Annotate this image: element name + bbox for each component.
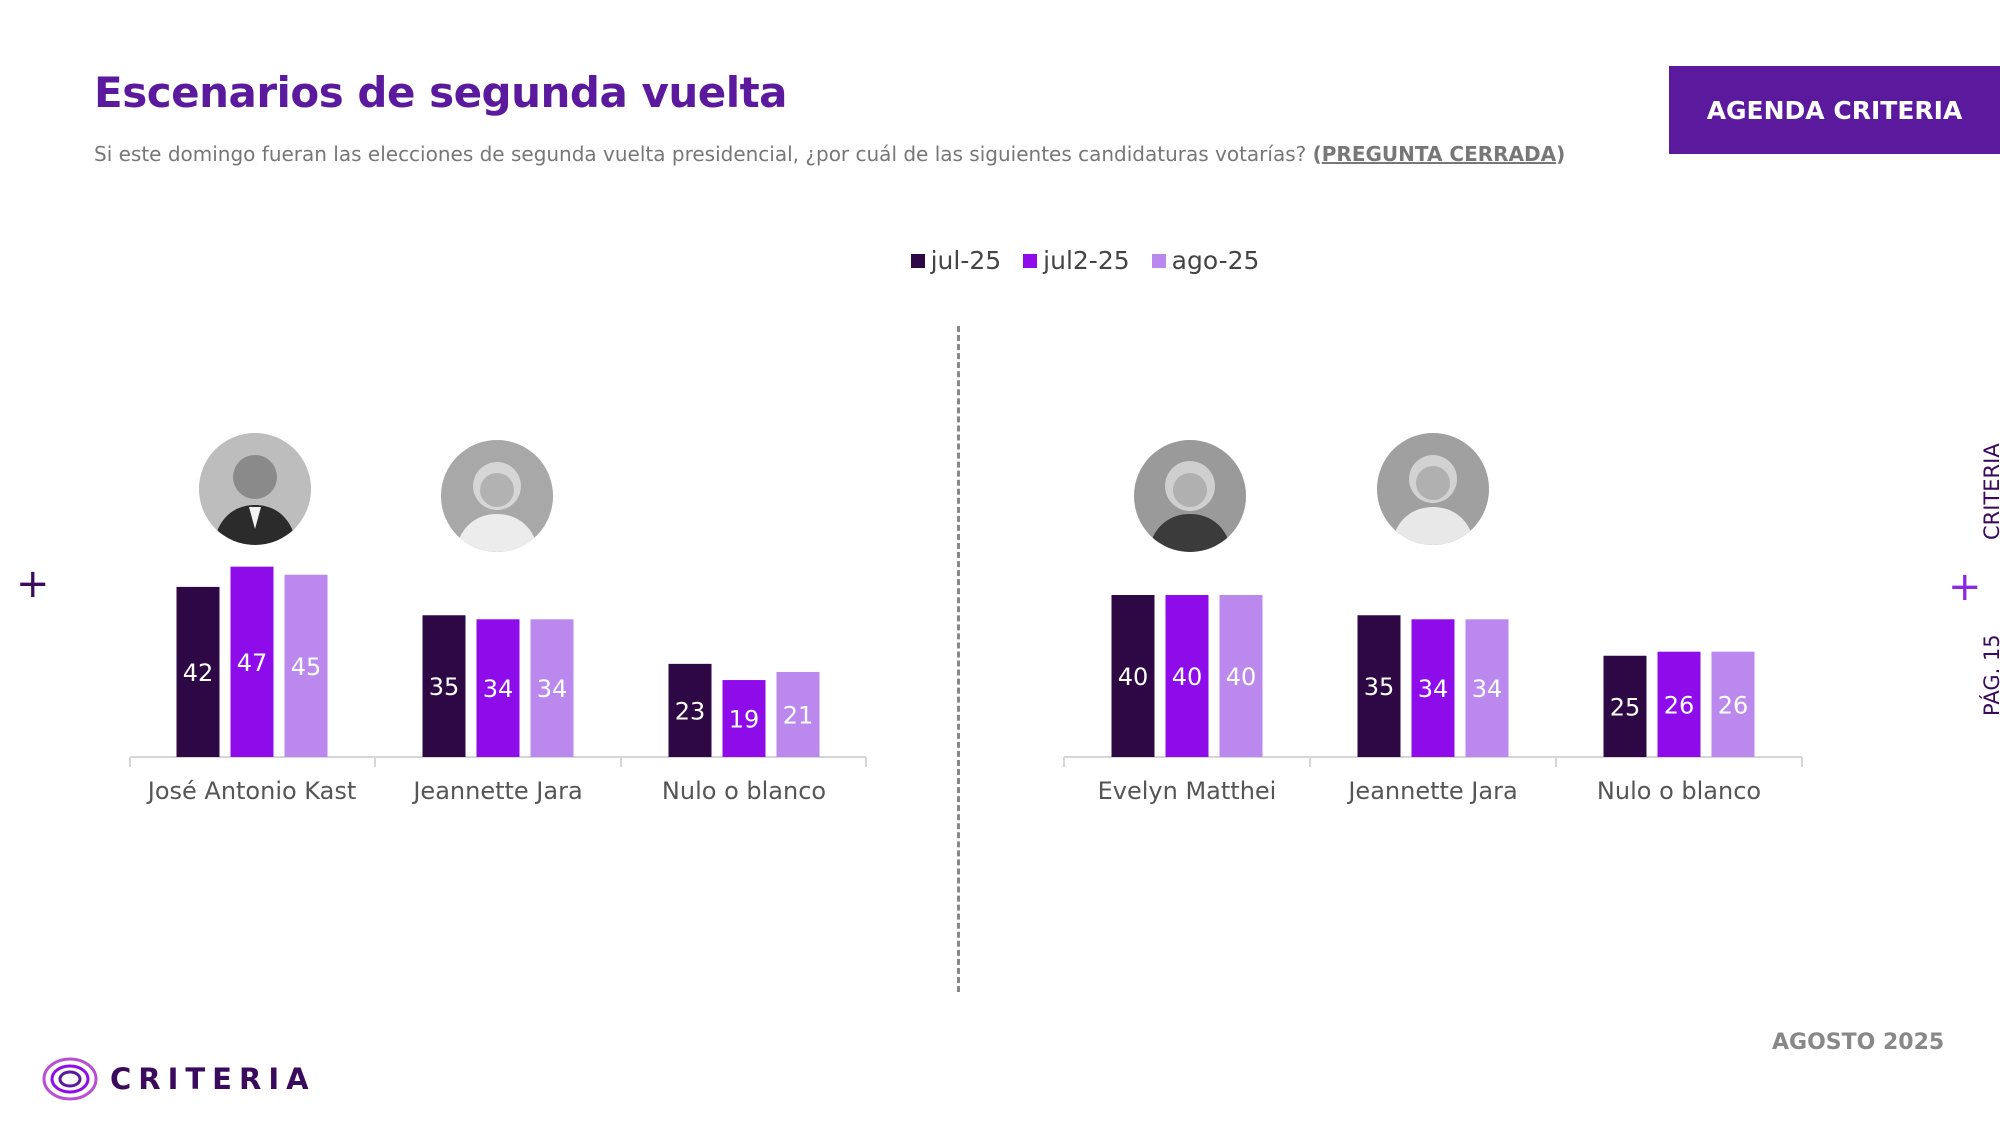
plus-icon: +	[1948, 564, 1982, 610]
subtitle-paren-open: (	[1312, 142, 1322, 166]
bar-value-label: 40	[1172, 663, 1203, 691]
legend-item-jul-25: jul-25	[910, 246, 1002, 275]
legend-label-ago-25: ago-25	[1171, 246, 1260, 275]
bar	[1603, 655, 1647, 757]
category-label: José Antonio Kast	[146, 777, 357, 805]
matthei-photo	[1134, 440, 1246, 552]
scenario-divider	[957, 326, 960, 992]
bar-value-label: 45	[291, 653, 322, 681]
page-subtitle: Si este domingo fueran las elecciones de…	[94, 142, 1565, 166]
chart-legend: jul-25 jul2-25 ago-25	[0, 246, 2000, 275]
bar-value-label: 34	[483, 675, 514, 703]
bar-value-label: 42	[183, 659, 214, 687]
bar-value-label: 40	[1118, 663, 1149, 691]
bar	[284, 574, 328, 757]
legend-item-ago-25: ago-25	[1151, 246, 1260, 275]
page-number: PÁG. 15	[1980, 634, 2000, 716]
bar	[422, 615, 466, 757]
side-criteria-label: CRITERIA	[1980, 443, 2000, 540]
person-icon	[199, 433, 311, 545]
bar	[1165, 595, 1209, 757]
bar	[1465, 619, 1509, 757]
bar	[1111, 595, 1155, 757]
category-label: Evelyn Matthei	[1098, 777, 1277, 805]
bar	[1219, 595, 1263, 757]
bar-value-label: 47	[237, 649, 268, 677]
bar-value-label: 23	[675, 697, 706, 725]
bar-value-label: 34	[537, 675, 568, 703]
category-label: Nulo o blanco	[662, 777, 826, 805]
bar-value-label: 25	[1610, 693, 1641, 721]
category-label: Nulo o blanco	[1597, 777, 1761, 805]
legend-swatch-ago-25	[1151, 253, 1166, 268]
category-label: Jeannette Jara	[411, 777, 582, 805]
bar-value-label: 40	[1226, 663, 1257, 691]
bar	[1711, 651, 1755, 757]
bar	[1357, 615, 1401, 757]
category-label: Jeannette Jara	[1346, 777, 1517, 805]
legend-item-jul2-25: jul2-25	[1023, 246, 1130, 275]
logo-wordmark: CRITERIA	[110, 1062, 316, 1096]
jara-photo-right	[1377, 433, 1489, 545]
bar-value-label: 21	[783, 701, 814, 729]
person-icon	[1134, 440, 1246, 552]
page-title: Escenarios de segunda vuelta	[94, 68, 788, 117]
legend-label-jul-25: jul-25	[930, 246, 1002, 275]
plus-icon: +	[16, 561, 50, 607]
bar-value-label: 26	[1718, 691, 1749, 719]
bar-value-label: 34	[1472, 675, 1503, 703]
bar	[668, 663, 712, 757]
report-date: AGOSTO 2025	[1772, 1030, 1945, 1055]
legend-swatch-jul2-25	[1023, 253, 1038, 268]
bar	[722, 680, 766, 757]
legend-swatch-jul-25	[910, 253, 925, 268]
bar-value-label: 35	[429, 673, 460, 701]
bar	[530, 619, 574, 757]
person-icon	[441, 440, 553, 552]
bar-value-label: 35	[1364, 673, 1395, 701]
criteria-logo: CRITERIA	[42, 1056, 316, 1102]
subtitle-question: Si este domingo fueran las elecciones de…	[94, 142, 1313, 166]
subtitle-paren-close: )	[1556, 142, 1566, 166]
agenda-criteria-badge: AGENDA CRITERIA	[1669, 66, 2000, 154]
bar	[230, 566, 274, 757]
bar	[776, 671, 820, 757]
bar-value-label: 34	[1418, 675, 1449, 703]
bar-value-label: 26	[1664, 691, 1695, 719]
criteria-logo-icon	[42, 1057, 98, 1101]
legend-label-jul2-25: jul2-25	[1043, 246, 1130, 275]
bar	[1411, 619, 1455, 757]
bar	[476, 619, 520, 757]
bar	[176, 586, 220, 757]
subtitle-closed-question: PREGUNTA CERRADA	[1321, 142, 1557, 166]
bar-value-label: 19	[729, 706, 760, 734]
person-icon	[1377, 433, 1489, 545]
kast-photo	[199, 433, 311, 545]
jara-photo-left	[441, 440, 553, 552]
bar	[1657, 651, 1701, 757]
